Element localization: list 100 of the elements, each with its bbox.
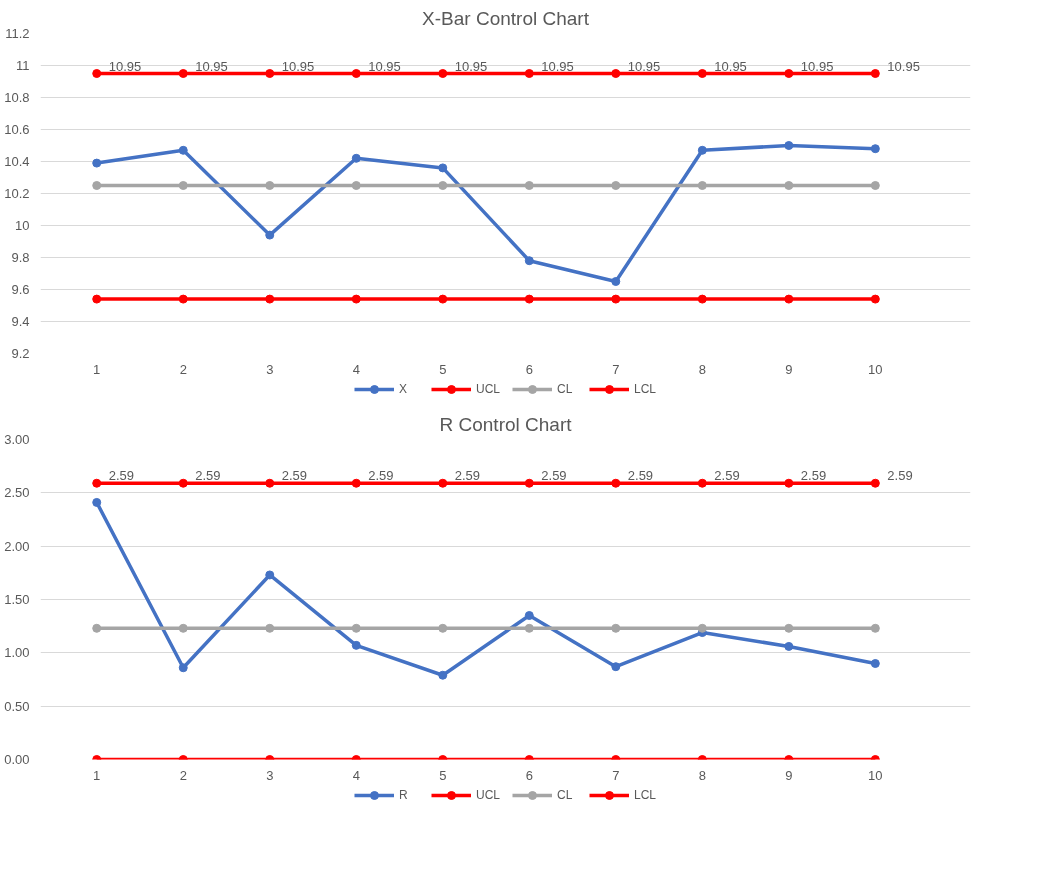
point	[870, 623, 880, 633]
point	[697, 145, 707, 155]
x-tick-label: 5	[439, 361, 447, 377]
point	[697, 478, 707, 488]
point	[611, 69, 621, 78]
data-label: 2.59	[541, 468, 567, 484]
point	[178, 623, 188, 633]
point	[611, 277, 621, 286]
point	[784, 641, 794, 651]
legend-label: UCL	[475, 382, 500, 396]
y-tick-label: 10.6	[4, 122, 30, 137]
data-label: 10.95	[368, 58, 401, 74]
legend-label: R	[398, 788, 409, 802]
point	[697, 69, 707, 78]
y-tick-label: 0.00	[4, 752, 30, 767]
legend-label: CL	[557, 788, 574, 802]
point	[870, 181, 880, 190]
y-tick-label: 10.4	[4, 154, 30, 169]
x-tick-label: 8	[698, 361, 706, 377]
point	[611, 662, 621, 672]
x-tick-label: 9	[785, 767, 793, 783]
point	[438, 478, 448, 488]
y-tick-label: 3.00	[4, 432, 30, 447]
point	[784, 181, 794, 190]
y-tick-label: 10	[15, 218, 30, 233]
y-tick-label: 9.2	[11, 346, 30, 361]
point	[438, 294, 448, 304]
y-tick-label: 1.00	[4, 645, 30, 661]
point	[178, 69, 188, 78]
point	[870, 69, 880, 78]
point	[697, 181, 707, 190]
point	[524, 294, 534, 304]
point	[438, 670, 448, 680]
point	[92, 478, 102, 488]
point	[784, 478, 794, 488]
chart-title: X-Bar Control Chart	[422, 7, 590, 29]
point	[611, 478, 621, 488]
data-label: 2.59	[195, 468, 221, 484]
point	[265, 69, 275, 78]
point	[92, 623, 102, 633]
data-label: 2.59	[887, 468, 913, 484]
point	[784, 294, 794, 304]
data-label: 2.59	[368, 468, 394, 484]
data-label: 10.95	[800, 58, 834, 74]
x-tick-label: 8	[698, 767, 706, 783]
x-tick-label: 7	[612, 361, 620, 377]
point	[92, 497, 102, 507]
point	[178, 294, 188, 304]
point	[870, 144, 880, 154]
y-tick-label: 9.6	[11, 282, 30, 297]
point	[524, 256, 534, 266]
point	[611, 294, 621, 304]
point	[351, 69, 361, 78]
y-tick-label: 10.2	[4, 186, 30, 201]
point	[524, 181, 534, 190]
data-label: 2.59	[627, 468, 654, 484]
legend-label: UCL	[475, 788, 500, 802]
y-tick-label: 2.50	[4, 485, 30, 501]
x-tick-label: 5	[439, 767, 447, 783]
legend-label: LCL	[634, 382, 657, 396]
y-tick-label: 11	[16, 58, 30, 73]
point	[265, 294, 275, 304]
point	[265, 570, 275, 580]
point	[351, 478, 361, 488]
x-tick-label: 6	[525, 361, 533, 377]
data-label: 2.59	[281, 468, 308, 484]
x-tick-label: 2	[179, 767, 187, 783]
data-label: 10.95	[195, 58, 228, 74]
y-tick-label: 0.50	[4, 698, 30, 714]
data-label: 2.59	[454, 468, 481, 484]
x-tick-label: 4	[352, 361, 360, 377]
point	[524, 478, 534, 488]
point	[178, 663, 188, 673]
y-tick-label: 2.00	[4, 538, 30, 554]
point	[438, 623, 448, 633]
x-tick-label: 6	[525, 767, 533, 783]
point	[178, 478, 188, 488]
point	[697, 623, 707, 633]
point	[92, 158, 102, 168]
point	[92, 294, 102, 304]
point	[351, 623, 361, 633]
point	[92, 181, 102, 190]
point	[438, 69, 448, 78]
point	[265, 181, 275, 190]
data-label: 10.95	[281, 58, 315, 74]
data-label: 10.95	[714, 58, 747, 74]
data-label: 10.95	[541, 58, 574, 74]
point	[265, 623, 275, 633]
point	[351, 153, 361, 163]
point	[265, 230, 275, 240]
x-tick-label: 1	[93, 767, 101, 783]
point	[351, 294, 361, 304]
point	[265, 478, 275, 488]
legend-label: X	[398, 382, 408, 396]
point	[870, 294, 880, 304]
data-label: 2.59	[800, 468, 827, 484]
x-tick-label: 9	[785, 361, 793, 377]
point	[92, 69, 102, 78]
x-tick-label: 2	[179, 361, 187, 377]
y-tick-label: 9.8	[11, 250, 30, 265]
